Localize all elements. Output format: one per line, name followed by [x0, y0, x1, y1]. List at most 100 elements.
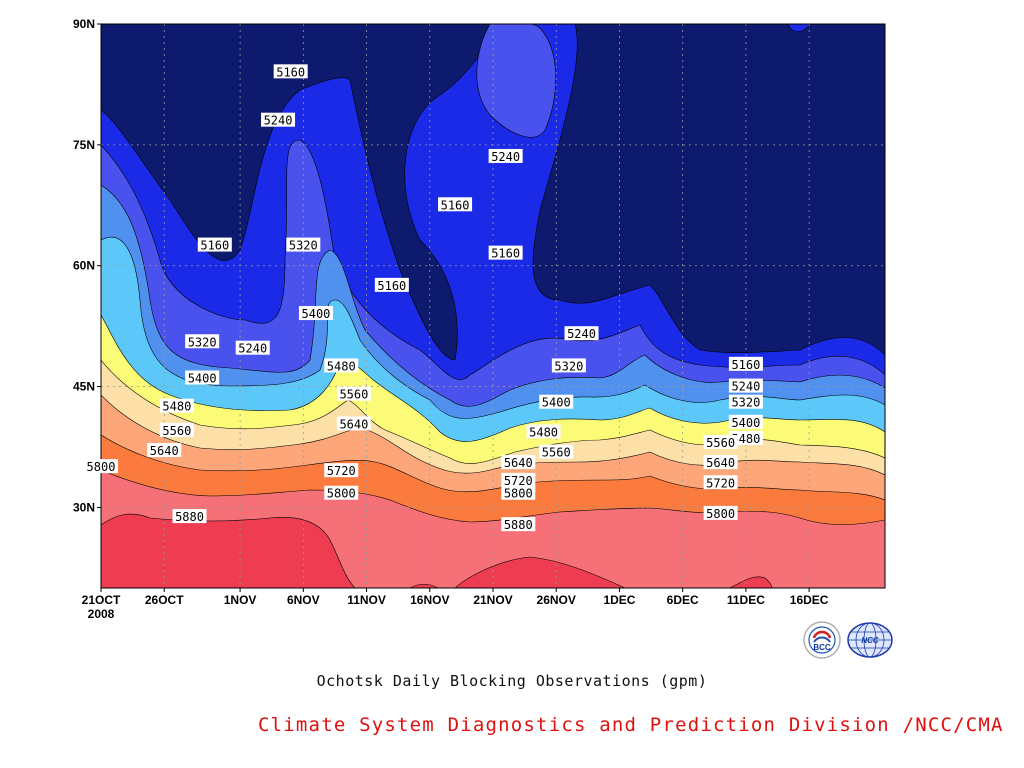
band-above-5880-west — [101, 513, 356, 588]
x-tick-year: 2008 — [88, 607, 115, 621]
contour-label-5640: 5640 — [703, 455, 738, 470]
svg-text:5640: 5640 — [504, 456, 533, 470]
svg-text:5560: 5560 — [339, 388, 368, 402]
contour-label-5720: 5720 — [324, 463, 359, 478]
svg-text:5560: 5560 — [542, 446, 571, 460]
svg-text:5800: 5800 — [87, 460, 116, 474]
contour-label-5160: 5160 — [438, 197, 473, 212]
svg-text:5320: 5320 — [289, 239, 318, 253]
contour-label-5160: 5160 — [374, 277, 409, 293]
contour-label-5400: 5400 — [298, 306, 333, 321]
contour-label-5480: 5480 — [526, 424, 561, 439]
svg-text:5800: 5800 — [504, 487, 533, 501]
contour-label-5240: 5240 — [261, 112, 296, 128]
contour-label-5720: 5720 — [501, 472, 536, 488]
svg-text:5400: 5400 — [731, 416, 760, 430]
svg-text:5240: 5240 — [731, 380, 760, 394]
svg-text:5160: 5160 — [200, 239, 229, 253]
y-tick-label: 45N — [73, 380, 95, 394]
svg-text:5160: 5160 — [491, 247, 520, 261]
contour-label-5640: 5640 — [501, 455, 536, 470]
svg-text:5240: 5240 — [491, 150, 520, 164]
svg-text:5160: 5160 — [441, 198, 470, 212]
svg-text:5720: 5720 — [327, 464, 356, 478]
band-above-5880-east — [729, 576, 773, 588]
svg-text:5480: 5480 — [731, 432, 760, 446]
contour-label-5640: 5640 — [147, 443, 182, 458]
contour-label-5560: 5560 — [336, 386, 371, 402]
y-tick-label: 30N — [73, 500, 95, 514]
contour-label-5160: 5160 — [728, 356, 763, 372]
x-tick-label: 1NOV — [224, 593, 257, 607]
svg-text:5320: 5320 — [188, 335, 217, 349]
contour-label-5240: 5240 — [564, 326, 599, 341]
contour-label-5800: 5800 — [501, 485, 536, 501]
svg-text:5800: 5800 — [706, 507, 735, 521]
svg-text:5160: 5160 — [377, 279, 406, 293]
contour-label-5720: 5720 — [703, 475, 738, 490]
contour-label-5480: 5480 — [324, 358, 359, 373]
contour-label-5880: 5880 — [501, 517, 536, 532]
band-above-5880-center — [454, 556, 626, 588]
svg-text:5720: 5720 — [504, 474, 533, 488]
svg-text:5640: 5640 — [706, 456, 735, 470]
svg-text:5480: 5480 — [162, 400, 191, 414]
svg-text:5640: 5640 — [150, 444, 179, 458]
svg-text:5240: 5240 — [238, 342, 267, 356]
svg-text:5880: 5880 — [175, 510, 204, 524]
svg-text:5320: 5320 — [731, 396, 760, 410]
y-tick-label: 90N — [73, 17, 95, 31]
contour-label-5560: 5560 — [539, 444, 574, 460]
contour-label-5640: 5640 — [336, 416, 371, 431]
svg-text:5400: 5400 — [542, 396, 571, 410]
credit-line: Climate System Diagnostics and Predictio… — [258, 714, 1004, 736]
contour-fill-bands — [101, 24, 885, 588]
contour-label-5320: 5320 — [185, 334, 220, 349]
svg-text:5720: 5720 — [706, 476, 735, 490]
svg-text:5160: 5160 — [276, 65, 305, 79]
svg-text:5640: 5640 — [339, 417, 368, 431]
contour-label-5320: 5320 — [728, 394, 763, 410]
contour-label-5400: 5400 — [539, 394, 574, 410]
svg-text:5560: 5560 — [706, 436, 735, 450]
x-tick-label: 16DEC — [790, 593, 829, 607]
contour-label-5800: 5800 — [84, 459, 118, 474]
contour-label-5160: 5160 — [197, 237, 232, 253]
contour-label-5800: 5800 — [324, 485, 359, 501]
contour-label-5240: 5240 — [728, 378, 763, 394]
svg-text:5880: 5880 — [504, 518, 533, 532]
contour-label-5880: 5880 — [172, 509, 207, 524]
y-axis-ticks: 30N 45N 60N 75N 90N — [73, 17, 101, 514]
x-tick-label: 16NOV — [410, 593, 449, 607]
contour-label-5560: 5560 — [159, 422, 194, 438]
contour-label-5320: 5320 — [551, 358, 586, 373]
contour-label-5560: 5560 — [703, 434, 738, 450]
x-tick-label: 26OCT — [145, 593, 184, 607]
ncc-logo-icon — [846, 620, 893, 660]
bcc-logo-text: BCC — [813, 643, 831, 652]
contour-label-5160: 5160 — [273, 64, 308, 79]
contour-label-5400: 5400 — [728, 414, 763, 430]
contour-label-5320: 5320 — [286, 237, 321, 253]
contour-label-5240: 5240 — [235, 340, 270, 356]
bcc-logo-icon — [802, 620, 842, 660]
svg-text:5480: 5480 — [327, 359, 356, 373]
svg-text:5400: 5400 — [188, 372, 217, 386]
band-5240-5320-north — [476, 24, 556, 138]
x-tick-label: 6DEC — [667, 593, 699, 607]
svg-text:5160: 5160 — [731, 358, 760, 372]
ncc-logo-text: NCC — [861, 636, 879, 645]
svg-text:5320: 5320 — [554, 359, 583, 373]
svg-text:5240: 5240 — [264, 114, 293, 128]
x-tick-label: 26NOV — [537, 593, 576, 607]
contour-label-5160: 5160 — [488, 245, 523, 261]
contour-label-5800: 5800 — [703, 505, 738, 521]
x-tick-label: 21NOV — [473, 593, 512, 607]
contour-labels: 5160 5240 5160 5320 5160 5160 5240 5160 5400 5320… — [84, 64, 763, 532]
contour-label-5400: 5400 — [185, 370, 220, 386]
x-tick-label: 6NOV — [287, 593, 320, 607]
svg-text:5800: 5800 — [327, 487, 356, 501]
svg-text:5560: 5560 — [162, 424, 191, 438]
